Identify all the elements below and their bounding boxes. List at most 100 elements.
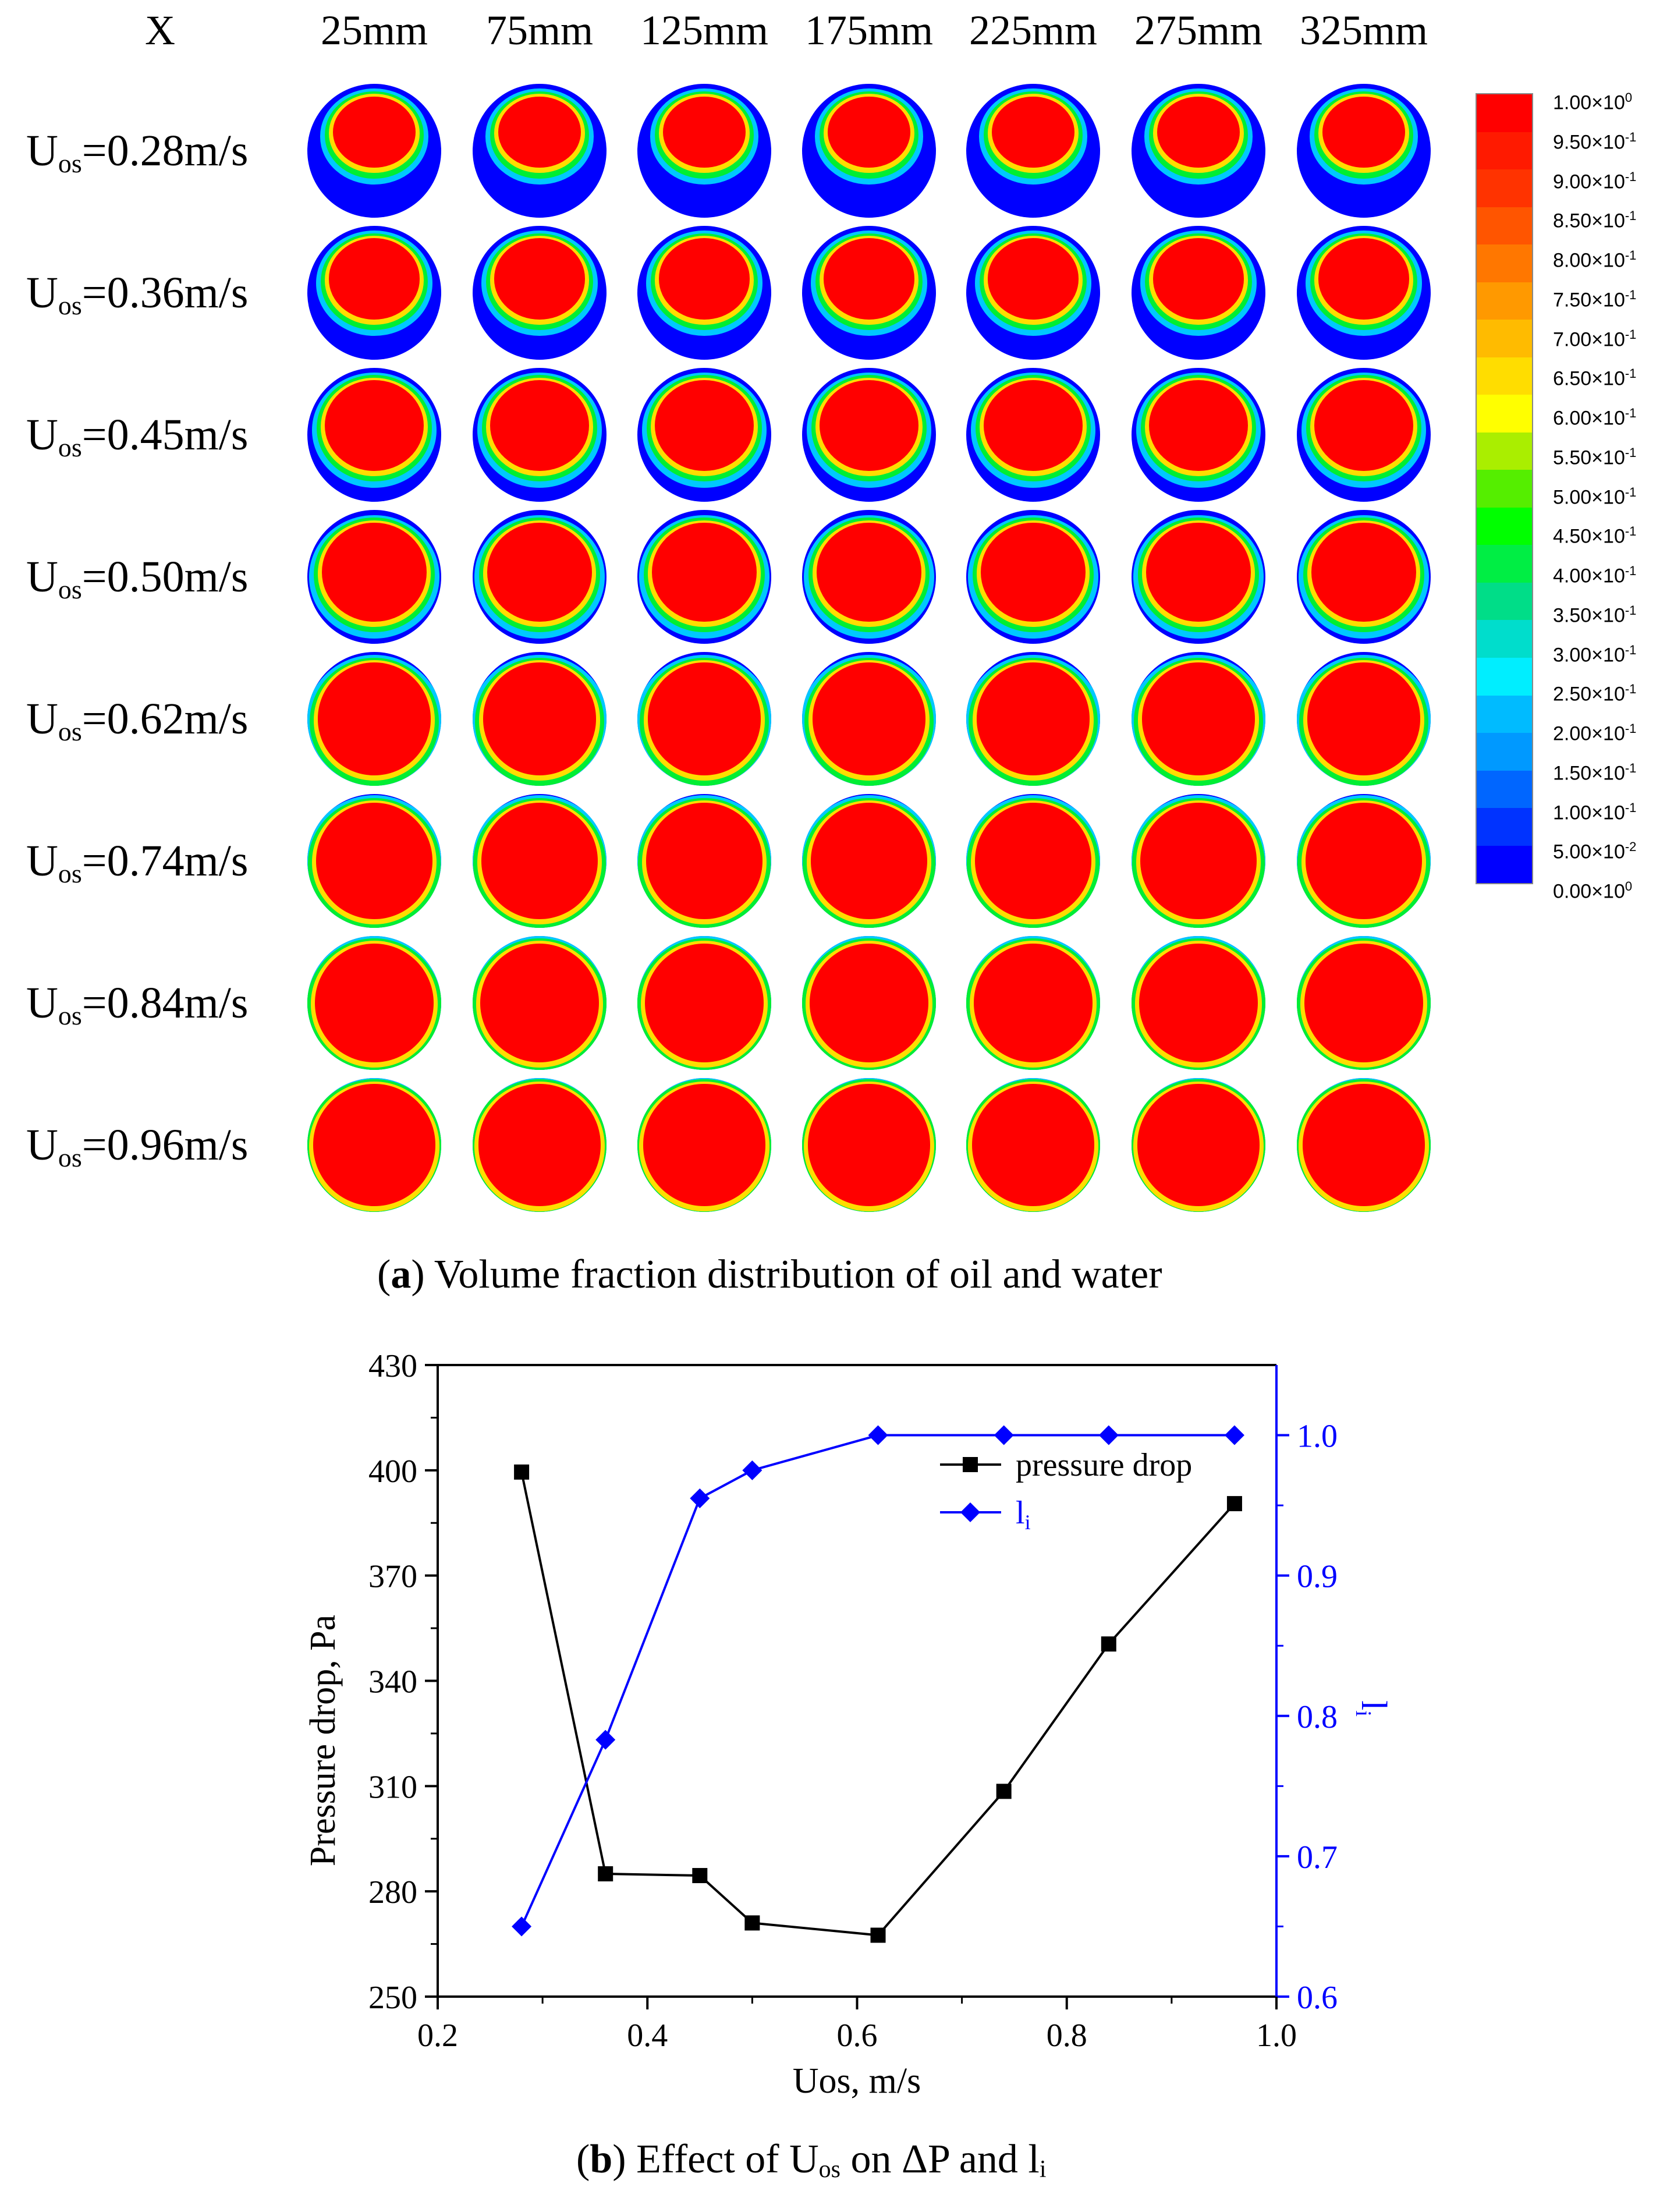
point-li — [868, 1425, 888, 1445]
oil-core — [808, 1084, 930, 1206]
volume-fraction-contour — [473, 936, 607, 1070]
volume-fraction-contour — [473, 510, 607, 644]
y-axis-label: Pressure drop, Pa — [303, 1615, 343, 1866]
volume-fraction-contour — [1297, 84, 1431, 218]
row-label: Uos=0.84m/s — [26, 980, 294, 1039]
oil-core — [494, 238, 586, 320]
colorbar-tick-label: 2.00×10-1 — [1553, 717, 1636, 745]
row-label-value: =0.36m/s — [81, 268, 249, 317]
colorbar-segment — [1477, 244, 1532, 282]
colorbar-tick-mantissa: 8.50×10 — [1553, 210, 1625, 232]
row-label-value: =0.96m/s — [81, 1121, 249, 1169]
corner-label-x: X — [145, 7, 175, 54]
colorbar-tick-exponent: -1 — [1625, 169, 1637, 184]
caption-b-t1: Effect of U — [626, 2137, 819, 2182]
x-tick-label: 1.0 — [1256, 2018, 1297, 2054]
legend-label-li: li — [1016, 1495, 1031, 1534]
oil-core — [974, 802, 1092, 920]
point-pressure-drop — [692, 1868, 708, 1884]
oil-core — [1314, 380, 1414, 472]
colorbar-tick-label: 3.50×10-1 — [1553, 599, 1636, 627]
oil-core — [313, 1084, 435, 1206]
point-li — [1224, 1425, 1244, 1445]
row-label-subscript: os — [58, 859, 82, 888]
colorbar-tick-exponent: -1 — [1625, 760, 1637, 775]
caption-b-t2: on ΔP and l — [840, 2137, 1040, 2182]
volume-fraction-contour — [1132, 652, 1265, 786]
colorbar-tick-label: 9.00×10-1 — [1553, 165, 1636, 193]
oil-core — [1322, 96, 1406, 168]
caption-b-sub1: os — [818, 2156, 840, 2183]
column-header: 25mm — [320, 7, 428, 54]
column-header: 225mm — [969, 7, 1097, 54]
oil-core — [973, 943, 1093, 1063]
oil-core — [1157, 96, 1240, 168]
colorbar-tick-exponent: -1 — [1625, 208, 1637, 224]
oil-core — [322, 522, 427, 622]
oil-core — [1140, 802, 1257, 920]
colorbar-segment — [1477, 733, 1532, 771]
y-tick-label: 340 — [368, 1664, 417, 1700]
y2-tick-label: 0.8 — [1297, 1699, 1338, 1735]
volume-fraction-contour — [307, 1078, 441, 1212]
colorbar-tick-mantissa: 7.50×10 — [1553, 289, 1625, 311]
row-label: Uos=0.74m/s — [26, 838, 294, 897]
colorbar-tick-exponent: -1 — [1625, 721, 1637, 736]
oil-core — [315, 802, 433, 920]
oil-core — [1152, 238, 1244, 320]
colorbar-tick-label: 5.00×10-2 — [1553, 835, 1636, 863]
volume-fraction-contour — [802, 84, 936, 218]
volume-fraction-contour — [1297, 1078, 1431, 1212]
oil-core — [981, 522, 1086, 622]
colorbar-tick-mantissa: 1.00×10 — [1553, 801, 1625, 824]
legend-label-li-sub: i — [1025, 1511, 1031, 1534]
volume-fraction-contour — [473, 368, 607, 502]
row-label: Uos=0.36m/s — [26, 270, 294, 329]
x-tick-label: 0.6 — [837, 2018, 878, 2054]
oil-core — [318, 662, 431, 775]
oil-core — [1318, 238, 1410, 320]
row-label-value: =0.62m/s — [81, 694, 249, 743]
point-li — [994, 1425, 1014, 1445]
colorbar-tick-label: 1.00×10-1 — [1553, 796, 1636, 824]
volume-fraction-contour — [966, 794, 1100, 928]
oil-core — [490, 380, 590, 472]
oil-core — [972, 1084, 1094, 1206]
x-tick-label: 0.4 — [627, 2018, 668, 2054]
row-label: Uos=0.45m/s — [26, 412, 294, 471]
colorbar-tick-label: 3.00×10-1 — [1553, 639, 1636, 667]
volume-fraction-contour — [637, 1078, 771, 1212]
colorbar-tick-mantissa: 3.50×10 — [1553, 604, 1625, 627]
point-li — [742, 1460, 762, 1480]
caption-a: (a) Volume fraction distribution of oil … — [377, 1252, 1162, 1297]
colorbar-tick-mantissa: 5.00×10 — [1553, 841, 1625, 863]
legend-marker-pressure-drop — [963, 1457, 978, 1472]
colorbar-segment — [1477, 845, 1532, 884]
point-pressure-drop — [744, 1915, 760, 1931]
row-label-subscript: os — [58, 1001, 82, 1030]
colorbar-segment — [1477, 94, 1532, 132]
point-pressure-drop — [1101, 1636, 1116, 1652]
y-tick-label: 250 — [368, 1980, 417, 2016]
colorbar-segment — [1477, 169, 1532, 207]
volume-fraction-contour — [637, 510, 771, 644]
colorbar-tick-label: 8.00×10-1 — [1553, 244, 1636, 272]
volume-fraction-contour — [473, 1078, 607, 1212]
row-label-subscript: os — [58, 433, 82, 462]
colorbar-tick-exponent: -1 — [1625, 366, 1637, 381]
column-header: 325mm — [1299, 7, 1428, 54]
oil-core — [328, 238, 420, 320]
row-label-subscript: os — [58, 1143, 82, 1172]
colorbar-tick-label: 4.00×10-1 — [1553, 559, 1636, 587]
volume-fraction-contour — [473, 794, 607, 928]
volume-fraction-contour — [1132, 1078, 1265, 1212]
colorbar-segment — [1477, 357, 1532, 395]
colorbar-segment — [1477, 507, 1532, 545]
oil-core — [644, 943, 764, 1063]
colorbar-segment — [1477, 470, 1532, 508]
colorbar-tick-label: 9.50×10-1 — [1553, 126, 1636, 154]
colorbar-segment — [1477, 432, 1532, 470]
oil-core — [652, 522, 757, 622]
row-label-value: =0.28m/s — [81, 126, 249, 175]
oil-core — [1303, 1084, 1425, 1206]
